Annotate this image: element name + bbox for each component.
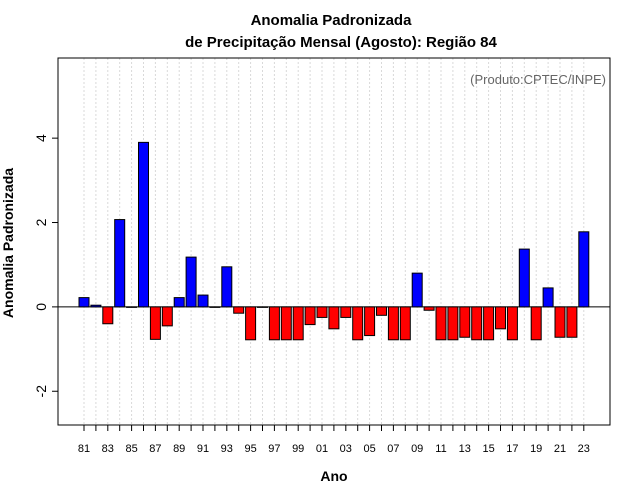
- bar-12: [447, 306, 459, 341]
- bar-89: [173, 297, 185, 308]
- x-tick-label: 19: [530, 443, 542, 455]
- x-tick-label: 07: [387, 443, 399, 455]
- x-tick-label: 99: [292, 443, 304, 455]
- bar-22: [566, 306, 578, 338]
- x-tick-label: 17: [506, 443, 518, 455]
- bar-17: [506, 306, 518, 341]
- x-tick-label: 91: [197, 443, 209, 455]
- x-tick-label: 89: [173, 443, 185, 455]
- bar-91: [197, 294, 209, 308]
- bar-16: [495, 306, 506, 330]
- bar-15: [483, 306, 495, 341]
- bar-08: [399, 306, 411, 341]
- bar-06: [376, 306, 387, 316]
- vertical-gridlines: [83, 58, 585, 425]
- bar-13: [459, 306, 471, 338]
- bar-83: [102, 306, 114, 325]
- bar-94: [233, 306, 245, 314]
- x-tick-label: 83: [102, 443, 114, 455]
- x-tick-label: 03: [340, 443, 352, 455]
- y-tick-label: 2: [33, 218, 49, 226]
- bar-23: [578, 231, 590, 308]
- bar-10: [423, 306, 435, 311]
- chart-title-line2: de Precipitação Mensal (Agosto): Região …: [185, 34, 497, 51]
- y-tick-label: 0: [33, 303, 49, 311]
- bar-03: [340, 306, 352, 318]
- x-tick-label: 81: [78, 443, 90, 455]
- bar-20: [542, 287, 554, 308]
- x-tick-label: 23: [578, 443, 590, 455]
- bar-95: [245, 306, 257, 341]
- bar-84: [114, 219, 126, 308]
- x-tick-label: 09: [411, 443, 423, 455]
- bar-81: [78, 297, 90, 308]
- y-axis-title: Anomalia Padronizada: [0, 168, 16, 318]
- x-tick-label: 95: [244, 443, 256, 455]
- bar-87: [149, 306, 161, 340]
- bar-82: [90, 304, 102, 308]
- bar-11: [435, 306, 447, 341]
- bar-19: [530, 306, 542, 341]
- bar-01: [316, 306, 328, 318]
- bar-86: [138, 141, 149, 308]
- bar-88: [161, 306, 173, 327]
- y-axis: -2 0 2 4: [33, 134, 58, 397]
- bar-00: [304, 306, 316, 326]
- bar-21: [554, 306, 566, 338]
- y-tick-label: 4: [33, 134, 49, 142]
- bar-05: [364, 306, 376, 337]
- bar-18: [518, 248, 530, 308]
- credit-label: (Produto:CPTEC/INPE): [470, 72, 606, 87]
- x-tick-label: 85: [125, 443, 137, 455]
- bars-group: [78, 141, 590, 341]
- bar-07: [387, 306, 399, 341]
- y-tick-label: -2: [33, 385, 49, 398]
- x-tick-label: 01: [316, 443, 328, 455]
- x-tick-label: 97: [268, 443, 280, 455]
- chart-title-line1: Anomalia Padronizada: [251, 12, 413, 29]
- bar-04: [352, 306, 364, 341]
- bar-98: [280, 306, 292, 341]
- x-tick-label: 87: [149, 443, 161, 455]
- bar-93: [221, 266, 233, 308]
- x-tick-label: 05: [363, 443, 375, 455]
- bar-99: [292, 306, 304, 341]
- bar-97: [268, 306, 280, 341]
- bar-14: [471, 306, 483, 341]
- x-tick-label: 21: [554, 443, 566, 455]
- bar-85: [126, 306, 138, 308]
- x-tick-label: 93: [221, 443, 233, 455]
- bar-90: [185, 256, 197, 308]
- bar-92: [209, 306, 221, 308]
- x-axis: 81 83 85 87 89 91 93 95 97 99 01 03 05 07 09 11 13 15 17 19…: [78, 425, 590, 455]
- bar-96: [257, 306, 268, 308]
- x-tick-label: 15: [482, 443, 494, 455]
- bar-02: [328, 306, 340, 330]
- x-tick-label: 11: [435, 443, 446, 455]
- bar-09: [411, 272, 423, 308]
- x-tick-label: 13: [459, 443, 471, 455]
- x-axis-title: Ano: [320, 468, 347, 484]
